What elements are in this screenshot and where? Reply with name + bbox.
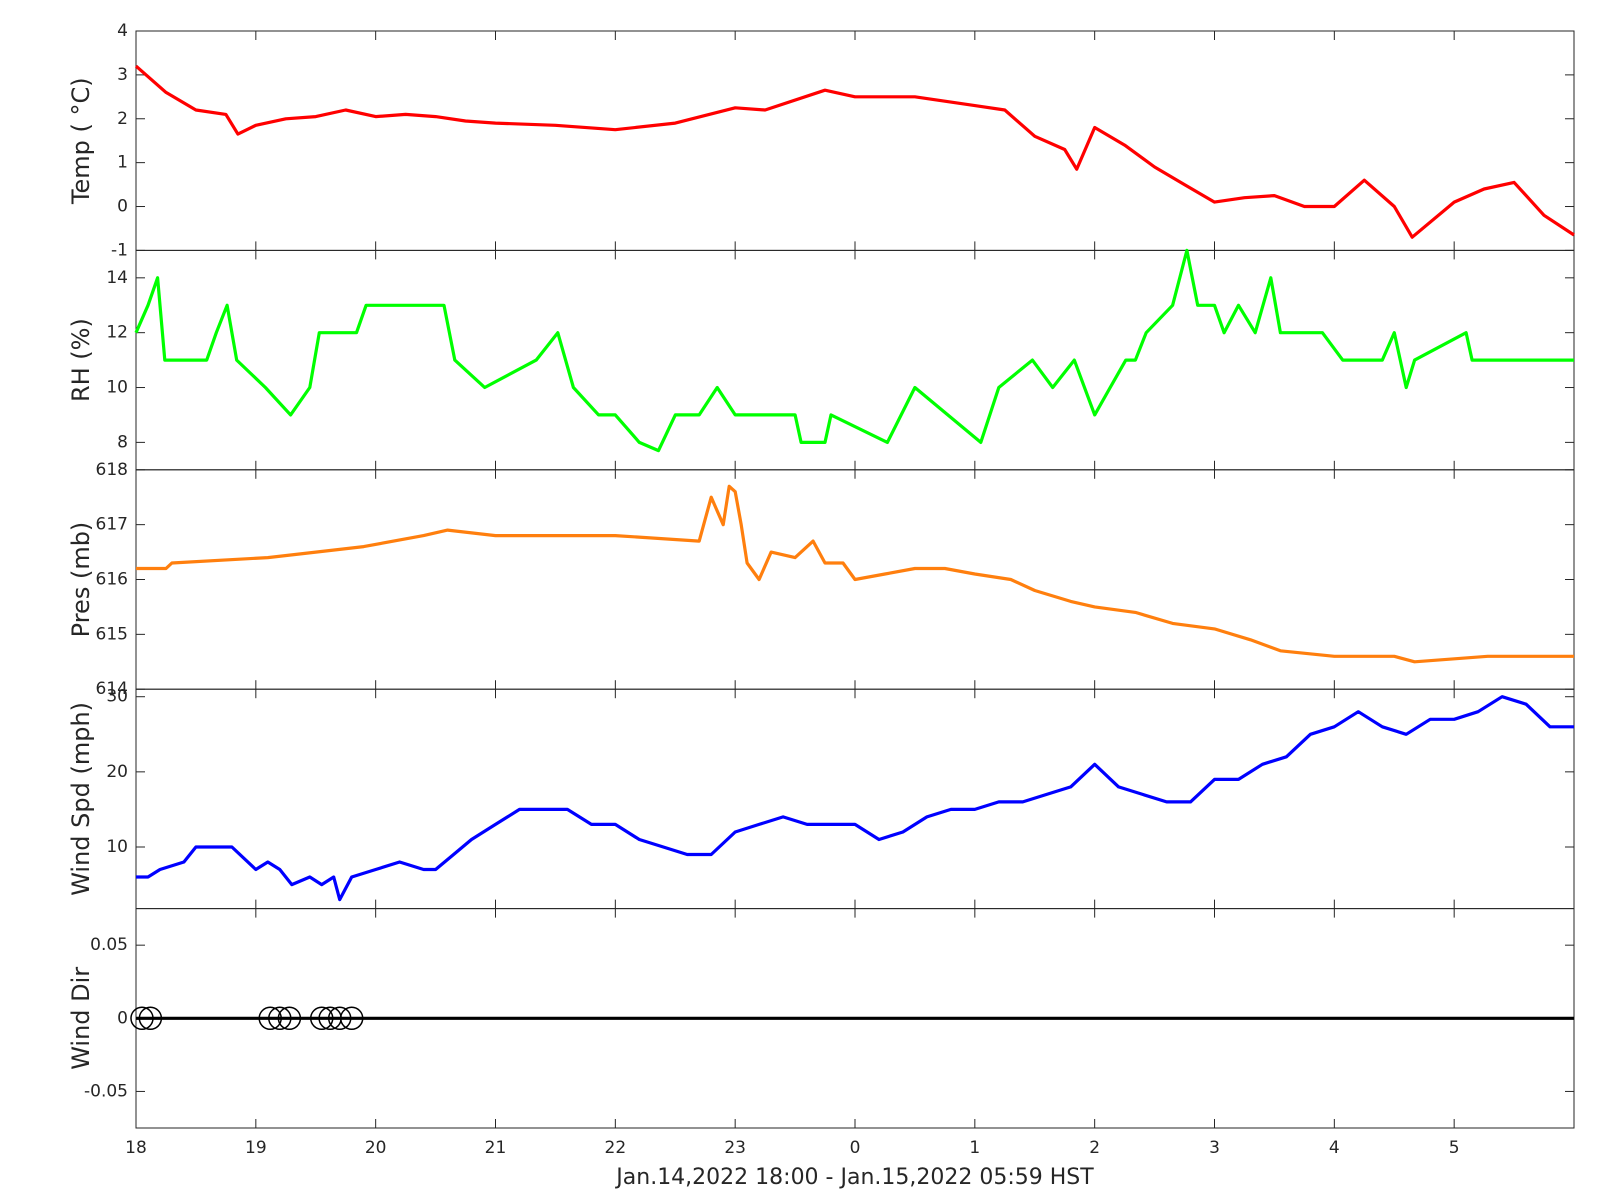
x-tick-label: 4 bbox=[1329, 1138, 1340, 1158]
y-tick-label: 8 bbox=[117, 432, 128, 452]
y-tick-label: 617 bbox=[96, 515, 128, 535]
x-tick-label: 3 bbox=[1209, 1138, 1220, 1158]
y-tick-label: -0.05 bbox=[84, 1081, 128, 1101]
x-tick-label: 0 bbox=[850, 1138, 861, 1158]
data-line bbox=[134, 248, 1574, 453]
y-axis-label: Wind Dir bbox=[67, 967, 95, 1070]
x-tick-label: 1 bbox=[969, 1138, 980, 1158]
y-tick-label: 0 bbox=[117, 197, 128, 217]
x-tick-label: 2 bbox=[1089, 1138, 1100, 1158]
data-line bbox=[134, 64, 1575, 239]
x-tick-label: 19 bbox=[245, 1138, 267, 1158]
y-tick-label: 618 bbox=[96, 460, 128, 480]
y-tick-label: 2 bbox=[117, 109, 128, 129]
y-tick-label: 14 bbox=[106, 268, 128, 288]
x-axis-label: Jan.14,2022 18:00 - Jan.15,2022 05:59 HS… bbox=[614, 1165, 1094, 1190]
y-tick-label: 30 bbox=[106, 687, 128, 707]
x-tick-label: 22 bbox=[605, 1138, 627, 1158]
y-tick-label: 10 bbox=[106, 378, 128, 398]
y-tick-label: 20 bbox=[106, 762, 128, 782]
y-tick-label: 0.05 bbox=[90, 935, 128, 955]
panel-frame bbox=[135, 30, 1575, 251]
x-tick-label: 21 bbox=[485, 1138, 507, 1158]
y-tick-label: 0 bbox=[117, 1008, 128, 1028]
y-tick-label: 3 bbox=[117, 65, 128, 85]
y-tick-label: 12 bbox=[106, 323, 128, 343]
x-tick-label: 23 bbox=[724, 1138, 746, 1158]
y-axis-label: RH (%) bbox=[67, 318, 95, 402]
x-tick-label: 20 bbox=[365, 1138, 387, 1158]
y-tick-label: 614 bbox=[96, 679, 128, 699]
y-axis-label: Pres (mb) bbox=[67, 522, 95, 638]
y-tick-label: 615 bbox=[96, 624, 128, 644]
y-tick-label: -1 bbox=[111, 240, 128, 260]
y-tick-label: 10 bbox=[106, 837, 128, 857]
data-line bbox=[136, 484, 1574, 664]
x-tick-label: 18 bbox=[125, 1138, 147, 1158]
x-tick-label: 5 bbox=[1449, 1138, 1460, 1158]
y-axis-label: Wind Spd (mph) bbox=[67, 702, 95, 896]
data-line bbox=[136, 695, 1574, 902]
y-tick-label: 616 bbox=[96, 570, 128, 590]
y-axis-label: Temp ( °C) bbox=[67, 77, 95, 205]
y-tick-label: 1 bbox=[117, 153, 128, 173]
y-tick-label: 4 bbox=[117, 21, 128, 41]
